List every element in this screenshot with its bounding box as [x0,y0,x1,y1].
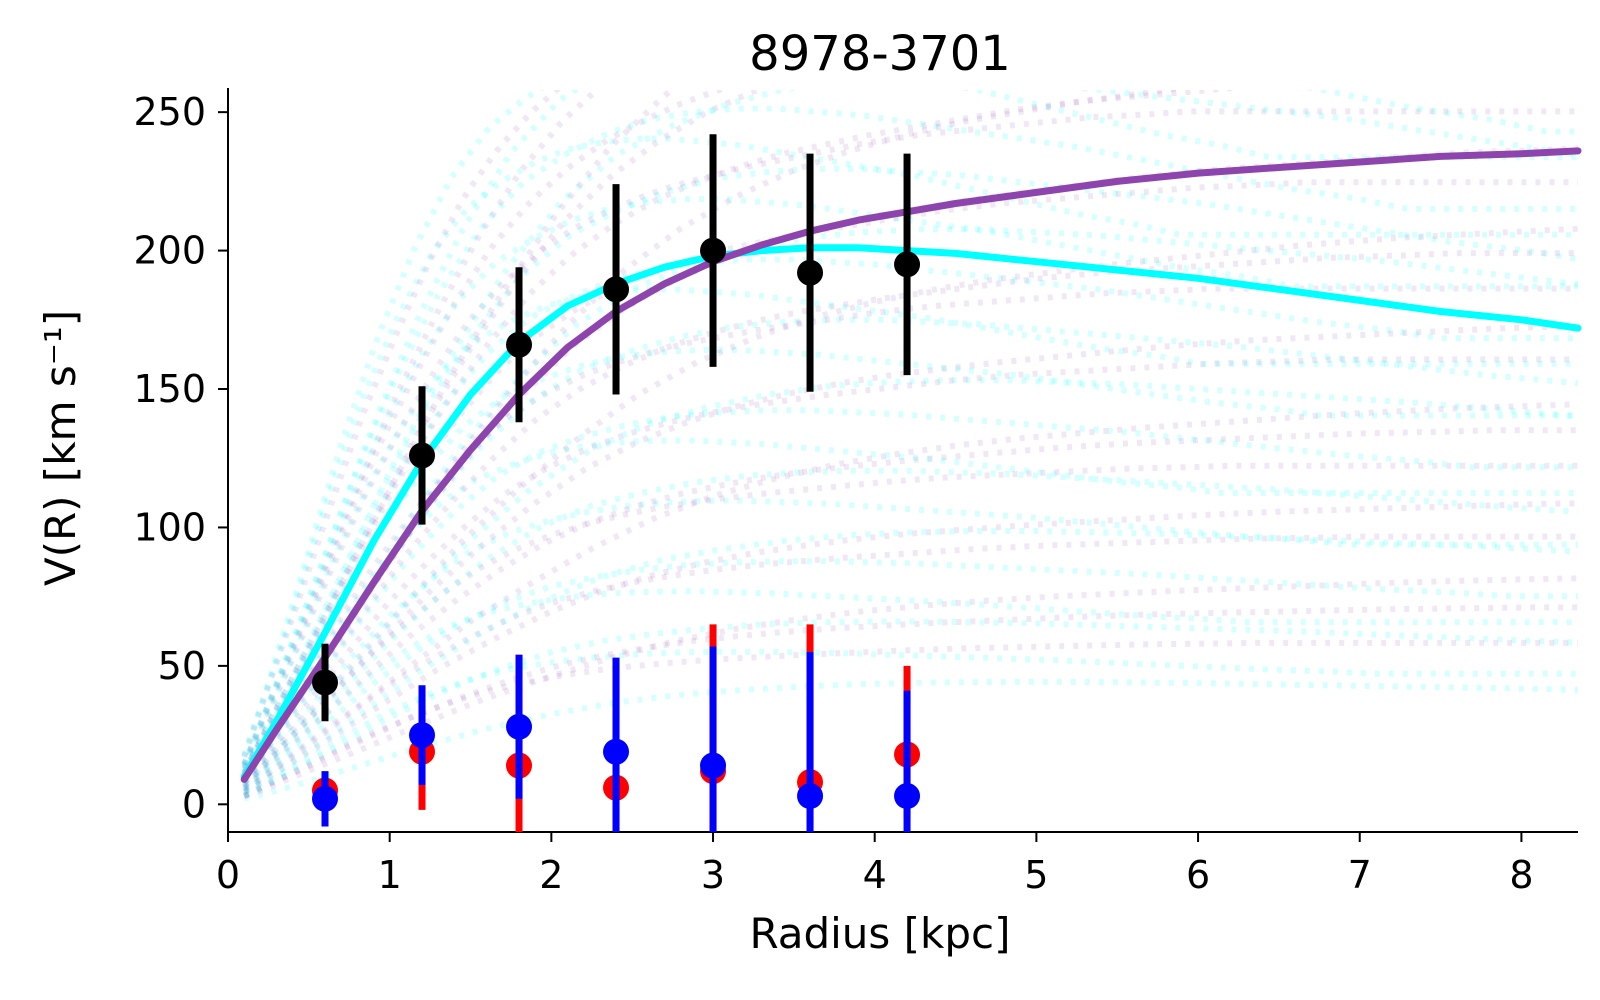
model-realisation-line [242,377,1578,786]
blue-series-point [312,785,339,812]
model-realisation-line [243,618,1578,798]
x-axis-title: Radius [kpc] [749,909,1010,958]
model-realisation-line [242,90,1188,778]
observed-point [312,669,339,696]
x-tick-label: 5 [1024,853,1048,897]
model-realisation-line [241,105,1578,766]
model-realisation-line [243,401,1578,792]
blue-series-point [700,752,727,779]
blue-series-point [603,738,630,765]
model-realisation-line [241,316,1578,783]
model-realisation-line [242,467,1578,791]
chart-title: 8978-3701 [749,26,1011,82]
model-curve-cyan [240,244,1582,781]
observed-point [409,442,436,469]
model-realisation-line [242,225,1578,785]
y-tick-label: 0 [182,782,206,826]
blue-series-point [409,722,436,749]
model-realisation-line [242,588,1578,793]
y-tick-label: 250 [133,90,206,134]
model-realisation-line [243,678,1578,802]
model-curves [240,147,1582,783]
model-realisation-line [241,196,1578,768]
axes: 0 1 2 3 4 5 6 7 8 0 50 100 150 200 250 [133,88,1578,897]
x-tick-label: 3 [701,853,725,897]
model-realisation-line [243,575,1578,799]
x-tick-label: 2 [539,853,563,897]
x-tick-label: 4 [863,853,887,897]
model-realisation-line [242,533,1578,795]
observed-point [506,331,533,358]
observed-point [700,237,727,264]
model-curve-purple [240,147,1582,783]
x-tick-label: 0 [216,853,240,897]
model-realisation-line [241,90,562,758]
model-realisation-line [241,286,1578,770]
observed-point [894,251,921,278]
model-realisation-line [241,90,1245,775]
model-realisation-line [243,528,1578,794]
model-realisation-line [241,90,1578,770]
x-tick-label: 1 [378,853,402,897]
blue-series-point [797,783,824,810]
model-realisation-line [241,356,1578,786]
y-tick-label: 100 [133,505,206,549]
model-realisation-line [242,226,1578,778]
x-tick-label: 6 [1186,853,1210,897]
y-axis-title: V(R) [km s⁻¹] [36,310,85,586]
model-realisation-line [242,427,1578,792]
model-realisation-line [241,179,1578,777]
x-tick-label: 7 [1348,853,1372,897]
model-realisation-line [242,648,1578,799]
data-points [312,134,921,832]
model-realisation-line [242,558,1578,794]
observed-point [603,276,630,303]
model-realisation-line [242,323,1578,789]
y-tick-label: 200 [133,229,206,273]
x-tick-label: 8 [1509,853,1533,897]
model-realisation-line [242,639,1578,799]
observed-point [797,259,824,286]
model-realisation-line [242,462,1578,790]
model-uncertainty-band [241,90,1578,802]
y-tick-label: 150 [133,367,206,411]
y-tick-label: 50 [158,644,206,688]
blue-series-point [506,713,533,740]
model-realisation-line [241,497,1578,789]
blue-series-point [894,783,921,810]
